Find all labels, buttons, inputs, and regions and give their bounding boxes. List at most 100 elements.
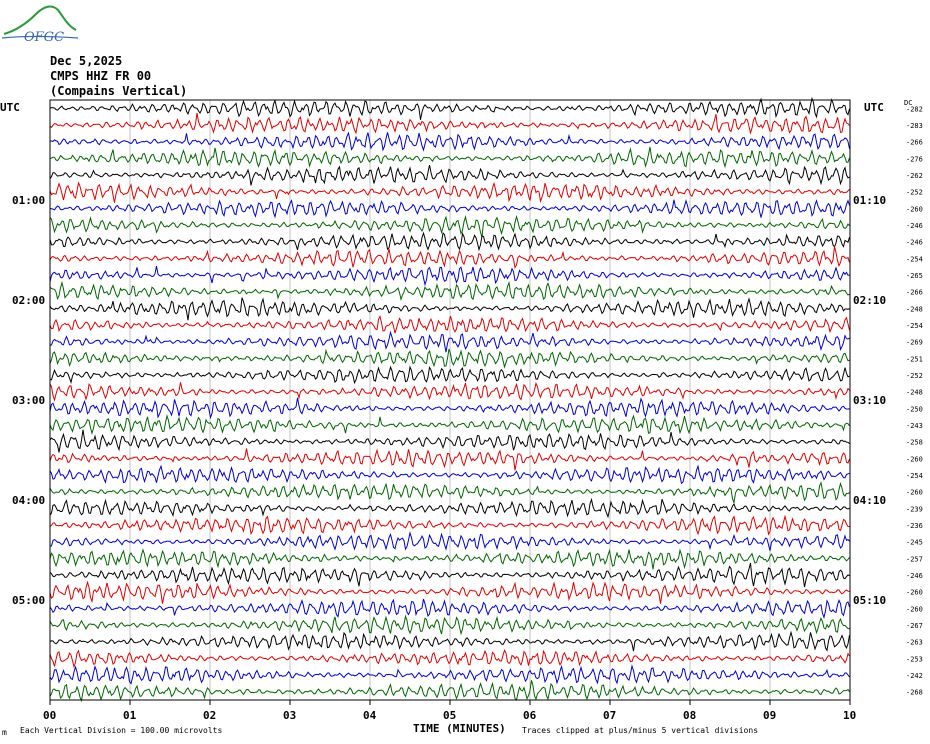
right-time-label: 02:10 [853,294,886,307]
x-axis-title: TIME (MINUTES) [413,722,506,735]
left-time-label: 04:00 [12,494,45,507]
x-tick-label: 08 [683,709,696,722]
trace-row-3 [49,146,850,169]
trace-row-11 [49,280,850,302]
dc-offset-label: -252 [906,189,923,197]
x-tick-label: 06 [523,709,537,722]
x-tick-label: 03 [283,709,296,722]
trace-row-2 [50,131,850,152]
dc-offset-label: -267 [906,622,923,630]
dc-offset-label: -243 [906,422,923,430]
trace-row-34 [49,664,850,685]
x-tick-label: 07 [603,709,616,722]
right-time-label: 05:10 [853,594,886,607]
dc-offset-label: -246 [906,572,923,580]
left-time-label: 05:00 [12,594,45,607]
header-date: Dec 5,2025 [50,54,123,68]
dc-offset-label: -282 [906,105,923,113]
trace-row-4 [49,164,850,186]
dc-title: DC [904,99,912,107]
dc-offset-label: -248 [906,305,923,313]
seismic-traces [49,96,850,703]
right-time-labels: 01:10 02:10 03:10 04:10 05:10 [853,194,886,607]
dc-offset-label: -263 [906,639,923,647]
dc-offset-label: -283 [906,122,923,130]
header-site: (Compains Vertical) [50,84,188,98]
trace-row-1 [49,112,850,135]
trace-row-28 [49,562,850,588]
dc-offset-label: -253 [906,655,923,663]
header-station: CMPS HHZ FR 00 [50,69,152,83]
x-tick-label: 01 [123,709,137,722]
left-time-label: 02:00 [12,294,45,307]
dc-offset-labels: -282 -283 -266 -276 -262 -252 -260 -246 -246 -254… [906,105,923,696]
x-tick-label: 05 [443,709,456,722]
dc-offset-label: -260 [906,205,923,213]
trace-row-10 [49,266,850,287]
logo-text: OFGC [24,30,64,45]
trace-row-14 [49,330,850,353]
dc-offset-label: -269 [906,339,923,347]
footer-division-note: Each Vertical Division = 100.00 microvol… [20,726,222,735]
right-time-label: 03:10 [853,394,886,407]
dc-offset-label: -265 [906,272,923,280]
dc-offset-label: -260 [906,589,923,597]
trace-row-27 [49,548,850,570]
trace-row-29 [49,580,850,604]
trace-row-9 [49,246,850,270]
dc-offset-label: -262 [906,172,923,180]
dc-offset-label: -246 [906,222,923,230]
trace-row-19 [49,414,850,435]
left-time-label: 01:00 [12,194,45,207]
x-tick-label: 09 [763,709,776,722]
footer-marker: m [2,728,7,737]
dc-offset-label: -248 [906,389,923,397]
dc-offset-label: -260 [906,605,923,613]
trace-row-33 [49,648,850,669]
trace-row-32 [49,630,850,652]
trace-row-15 [49,348,850,369]
trace-row-30 [49,598,850,620]
dc-offset-label: -251 [906,355,923,363]
trace-row-13 [49,314,850,334]
right-axis-title: UTC [864,101,884,114]
trace-row-16 [49,365,850,385]
left-time-label: 03:00 [12,394,45,407]
trace-row-18 [49,397,850,420]
trace-row-25 [49,514,850,536]
dc-offset-label: -266 [906,289,923,297]
logo-swoosh-icon [3,5,77,35]
dc-offset-label: -236 [906,522,923,530]
x-tick-label: 04 [363,709,377,722]
trace-row-20 [49,429,850,453]
dc-offset-label: -242 [906,672,923,680]
left-axis-title: UTC [0,101,20,114]
dc-offset-label: -257 [906,555,923,563]
trace-row-5 [49,181,850,204]
right-time-label: 04:10 [853,494,886,507]
footer-clip-note: Traces clipped at plus/minus 5 vertical … [522,726,758,735]
x-tick-label: 10 [843,709,856,722]
dc-offset-label: -250 [906,405,923,413]
trace-row-17 [49,381,850,402]
dc-offset-label: -268 [906,689,923,697]
trace-row-26 [49,531,850,551]
trace-row-22 [49,464,850,485]
dc-offset-label: -254 [906,255,923,263]
dc-offset-label: -260 [906,489,923,497]
trace-row-24 [49,497,850,519]
dc-offset-label: -260 [906,455,923,463]
trace-row-8 [49,231,850,252]
dc-offset-label: -245 [906,539,923,547]
trace-row-35 [49,680,850,703]
trace-row-12 [49,297,850,321]
dc-offset-label: -254 [906,322,923,330]
ofgc-logo: OFGC [1,5,79,45]
left-time-labels: 01:00 02:00 03:00 04:00 05:00 [12,194,45,607]
trace-row-7 [49,214,850,238]
x-tick-label: 00 [43,709,56,722]
trace-row-23 [49,480,850,503]
dc-offset-label: -239 [906,505,923,513]
right-time-label: 01:10 [853,194,886,207]
